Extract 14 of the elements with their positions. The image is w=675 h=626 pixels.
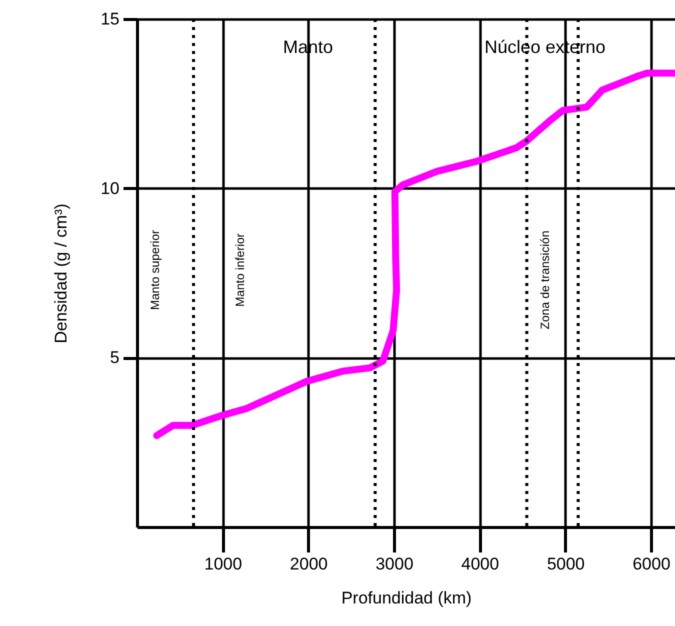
x-axis-title: Profundidad (km): [341, 588, 472, 608]
x-tick-label: 6000: [632, 554, 670, 574]
x-tick-label: 5000: [546, 554, 585, 574]
annotation: Manto inferior: [233, 233, 247, 307]
x-tick-label: 2000: [290, 554, 328, 574]
y-tick-label: 5: [110, 348, 120, 368]
x-tick-label: 4000: [461, 554, 500, 574]
x-tick-label: 3000: [376, 554, 414, 574]
y-axis-title: Densidad (g / cm³): [52, 204, 71, 344]
x-tick-label: 1000: [204, 554, 242, 574]
y-tick-label: 15: [100, 10, 120, 28]
annotation: Zona de transición: [538, 230, 552, 330]
y-tick-label: 10: [100, 178, 120, 198]
annotation: Manto superior: [148, 230, 162, 310]
